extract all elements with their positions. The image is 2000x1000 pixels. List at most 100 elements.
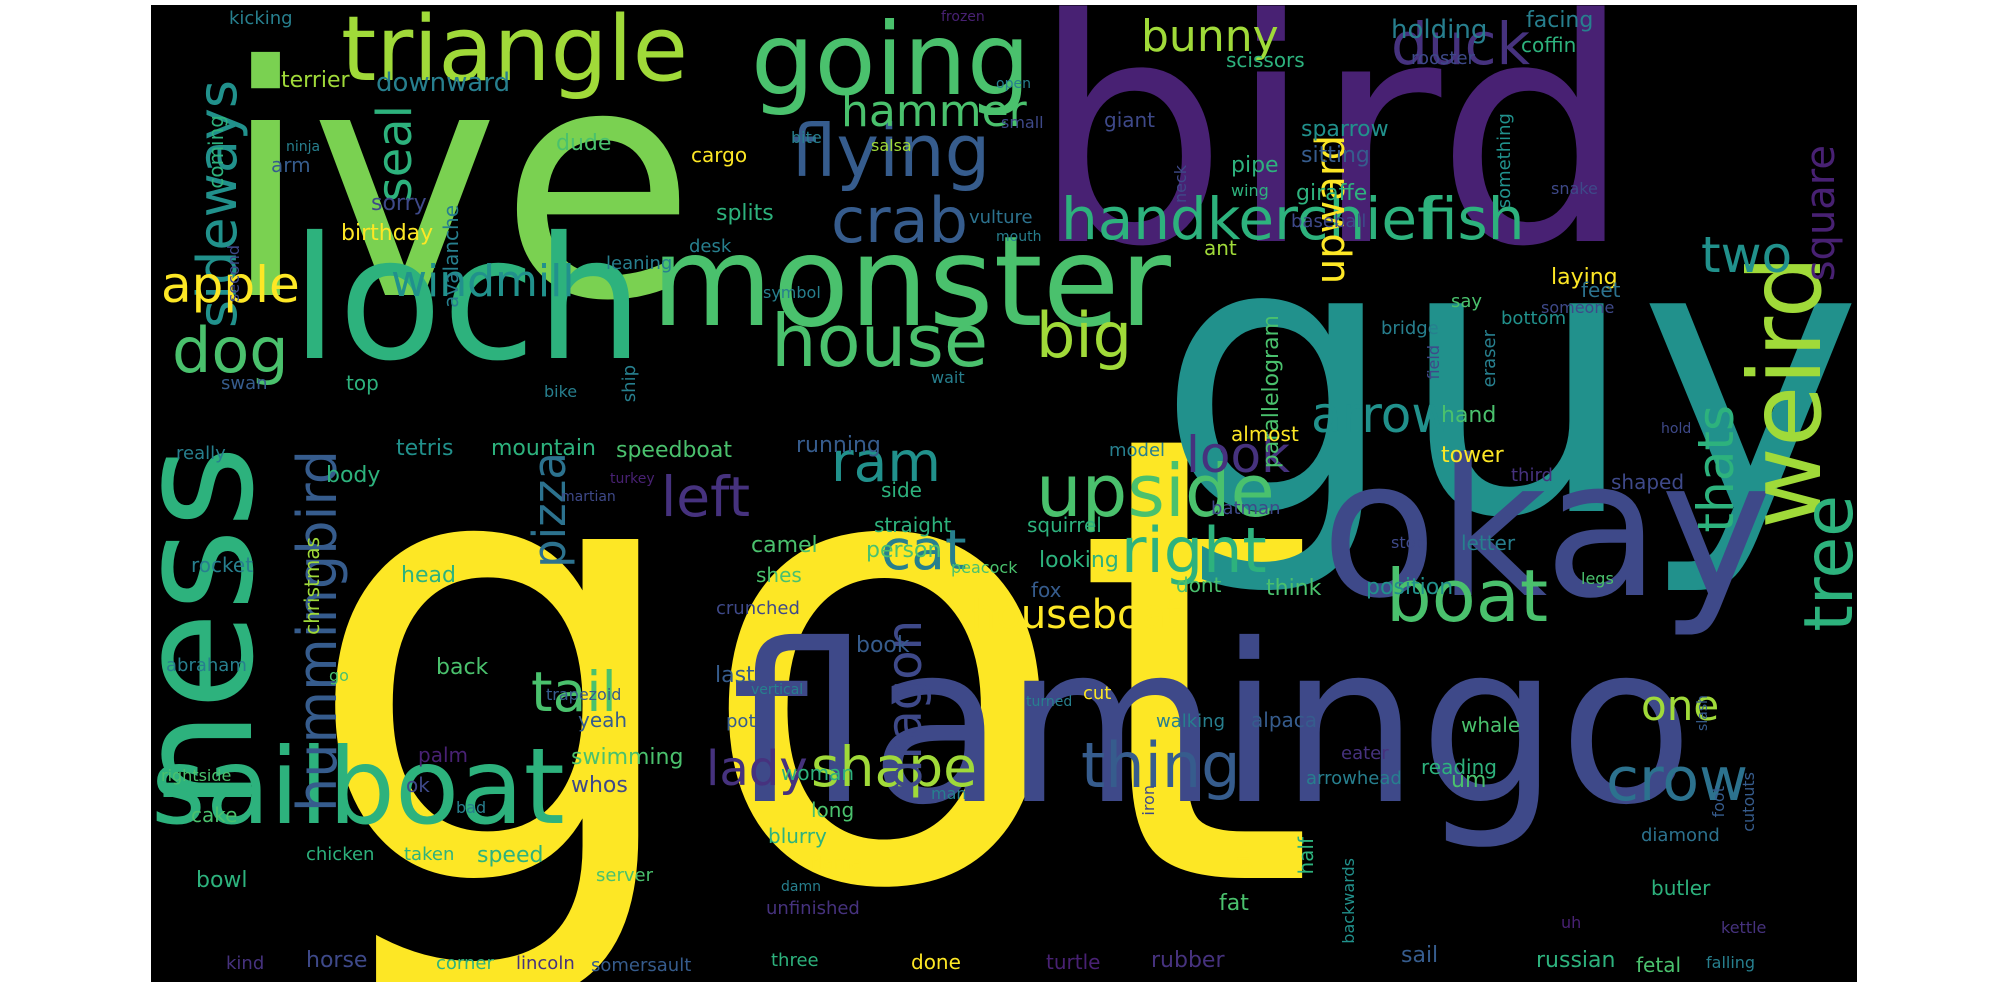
- word-sparrow: sparrow: [1301, 117, 1389, 142]
- word-corner: corner: [436, 953, 494, 974]
- word-sailboat: sailboat: [151, 726, 565, 848]
- word-field: field: [1424, 345, 1443, 380]
- word-triangle: triangle: [341, 5, 688, 102]
- word-go: go: [329, 666, 349, 685]
- word-splits: splits: [716, 201, 774, 226]
- word-tree: tree: [1790, 495, 1857, 632]
- word-birthday: birthday: [341, 221, 434, 246]
- word-alpaca: alpaca: [1251, 708, 1318, 732]
- word-big: big: [1036, 299, 1132, 372]
- word-crunched: crunched: [716, 598, 800, 619]
- word-sorry: sorry: [371, 191, 427, 216]
- word-body: body: [326, 463, 381, 488]
- word-right: right: [1121, 514, 1267, 587]
- word-yeah: yeah: [578, 708, 628, 732]
- word-batman: batman: [1211, 498, 1281, 519]
- word-abraham: abraham: [166, 655, 247, 676]
- word-snake: snake: [1551, 179, 1598, 198]
- word-fetal: fetal: [1636, 953, 1681, 977]
- word-ok: ok: [406, 773, 430, 797]
- word-flying: flying: [791, 109, 991, 193]
- word-palm: palm: [418, 743, 468, 767]
- word-flamingo: flamingo: [731, 597, 1694, 853]
- word-butler: butler: [1651, 876, 1711, 900]
- word-diamond: diamond: [1641, 825, 1720, 846]
- word-give: give: [1234, 837, 1253, 871]
- word-russian: russian: [1536, 948, 1616, 973]
- word-hammer: hammer: [841, 86, 1027, 137]
- word-backwards: backwards: [1339, 858, 1358, 944]
- word-legs: legs: [1581, 569, 1614, 588]
- word-running: running: [796, 433, 881, 458]
- word-thing: thing: [1081, 729, 1241, 802]
- word-boat: boat: [1386, 554, 1549, 638]
- word-neck: neck: [1171, 165, 1190, 204]
- word-rocket: rocket: [191, 553, 254, 577]
- word-windmill: windmill: [391, 256, 575, 307]
- word-apple: apple: [161, 256, 300, 314]
- word-somersault: somersault: [591, 955, 692, 976]
- word-eraser: eraser: [1479, 330, 1500, 388]
- word-leaning: leaning: [606, 253, 673, 274]
- word-two: two: [1701, 226, 1793, 284]
- word-swan: swan: [221, 373, 268, 394]
- word-frozen: frozen: [941, 9, 985, 25]
- word-shaped: shaped: [1611, 470, 1685, 494]
- word-houseboat: houseboat: [971, 592, 1182, 638]
- word-house: house: [771, 299, 989, 383]
- word-bird: bird: [1031, 5, 1633, 315]
- word-letter: letter: [1461, 531, 1516, 555]
- word-arm: arm: [271, 153, 311, 177]
- word-pipe: pipe: [1231, 153, 1279, 178]
- word-someone: someone: [1541, 298, 1615, 317]
- word-third: third: [1511, 465, 1553, 486]
- word-thats: thats: [1687, 405, 1745, 533]
- word-pizza: pizza: [523, 452, 576, 568]
- word-dude: dude: [556, 131, 612, 156]
- word-woman: woman: [781, 761, 855, 785]
- word-kettle: kettle: [1721, 918, 1767, 937]
- word-downward: downward: [376, 68, 511, 98]
- word-guy: guy: [1156, 158, 1857, 601]
- word-swimming: swimming: [571, 745, 684, 770]
- word-taken: taken: [404, 844, 455, 865]
- word-rubber: rubber: [1151, 948, 1225, 973]
- word-last: last: [715, 663, 755, 688]
- word-okay: okay: [1321, 419, 1773, 640]
- word-desk: desk: [689, 236, 732, 257]
- word-server: server: [596, 865, 653, 886]
- word-ninja: ninja: [286, 139, 321, 155]
- word-head: head: [401, 563, 456, 588]
- word-symbol: symbol: [763, 283, 821, 302]
- word-facing: facing: [1526, 8, 1594, 33]
- word-terrier: terrier: [281, 68, 350, 93]
- word-horse: horse: [306, 948, 368, 973]
- word-coffin: coffin: [1521, 33, 1577, 57]
- word-coming: coming: [204, 115, 228, 189]
- word-lady: lady: [706, 741, 808, 797]
- word-sitting: sitting: [1301, 143, 1370, 168]
- word-turned: turned: [1026, 694, 1073, 710]
- word-giant: giant: [1104, 108, 1156, 132]
- word-sail: sail: [1401, 943, 1439, 968]
- word-squirrel: squirrel: [1027, 513, 1102, 537]
- word-turkey: turkey: [610, 471, 655, 487]
- word-half: half: [1294, 837, 1318, 875]
- word-arrowhead: arrowhead: [1306, 768, 1402, 789]
- word-seal: seal: [367, 105, 423, 203]
- word-bunny: bunny: [1141, 11, 1279, 62]
- word-duck: duck: [1391, 10, 1531, 78]
- word-camel: camel: [751, 533, 818, 558]
- word-long: long: [811, 798, 855, 822]
- word-shes: shes: [756, 563, 802, 587]
- word-square: square: [1798, 145, 1844, 282]
- word-cat: cat: [881, 518, 967, 582]
- word-mountain: mountain: [491, 436, 596, 461]
- word-ant: ant: [1204, 236, 1237, 260]
- word-falling: falling: [1706, 953, 1756, 972]
- word-uh: uh: [1561, 913, 1582, 932]
- word-lincoln: lincoln: [516, 953, 575, 974]
- word-tetris: tetris: [396, 436, 454, 461]
- word-arrow: arrow: [1311, 386, 1453, 444]
- word-baseball: baseball: [1291, 211, 1367, 232]
